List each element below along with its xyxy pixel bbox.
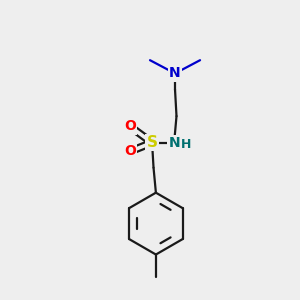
Text: O: O: [124, 119, 136, 134]
Text: H: H: [181, 139, 192, 152]
Text: O: O: [124, 145, 136, 158]
Text: N: N: [169, 66, 181, 80]
Text: N: N: [168, 136, 180, 150]
Text: S: S: [147, 135, 158, 150]
